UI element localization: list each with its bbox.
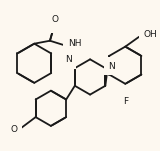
Text: O: O <box>10 125 17 134</box>
Text: F: F <box>123 96 128 106</box>
Text: O: O <box>51 15 58 24</box>
Text: NH: NH <box>68 39 81 48</box>
Text: OH: OH <box>144 30 158 39</box>
Text: N: N <box>108 62 115 71</box>
Text: N: N <box>65 55 72 64</box>
